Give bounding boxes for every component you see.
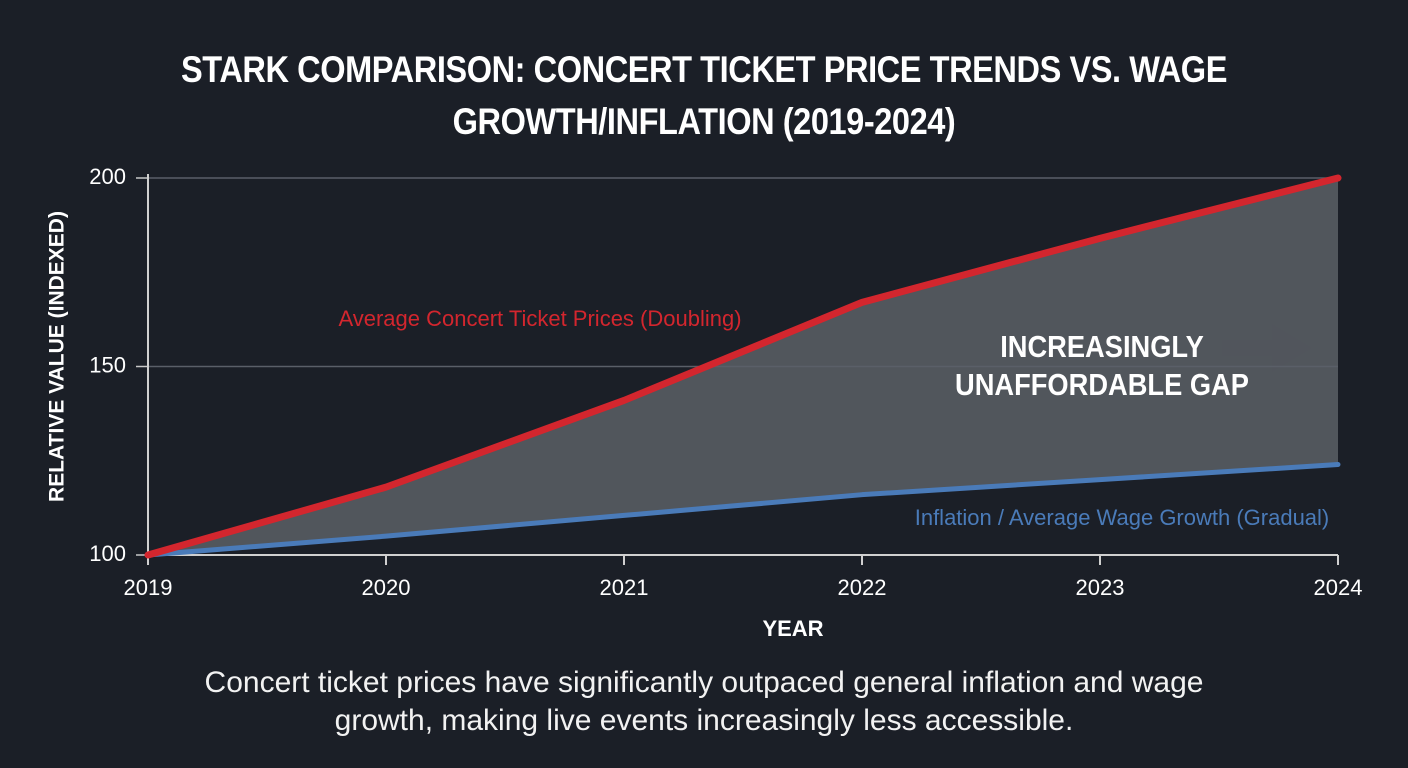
x-tick-label: 2021	[600, 575, 649, 600]
series-label: Inflation / Average Wage Growth (Gradual…	[915, 505, 1330, 530]
chart: 100 150 200 2019 2020 2021 2022 2023 2024 YEAR REL…	[46, 164, 1363, 641]
chart-title: STARK COMPARISON: CONCERT TICKET PRICE T…	[181, 49, 1227, 142]
y-tick-label: 200	[89, 164, 126, 189]
series-line	[144, 174, 1342, 559]
x-tick-label: 2024	[1314, 575, 1363, 600]
y-axis-label: RELATIVE VALUE (INDEXED)	[46, 211, 69, 502]
x-tick-label: 2020	[362, 575, 411, 600]
x-tick-label: 2023	[1076, 575, 1125, 600]
x-axis-label: YEAR	[762, 616, 823, 641]
series-line	[145, 462, 1341, 558]
x-tick-label: 2019	[124, 575, 173, 600]
y-tick-label: 100	[89, 541, 126, 566]
series-label: Average Concert Ticket Prices (Doubling)	[338, 306, 741, 331]
x-tick-label: 2022	[838, 575, 887, 600]
y-tick-label: 150	[89, 352, 126, 377]
gap-label: UNAFFORDABLE GAP	[955, 369, 1249, 403]
caption: Concert ticket prices have significantly…	[204, 666, 1204, 737]
gap-label: INCREASINGLY	[1000, 331, 1204, 365]
